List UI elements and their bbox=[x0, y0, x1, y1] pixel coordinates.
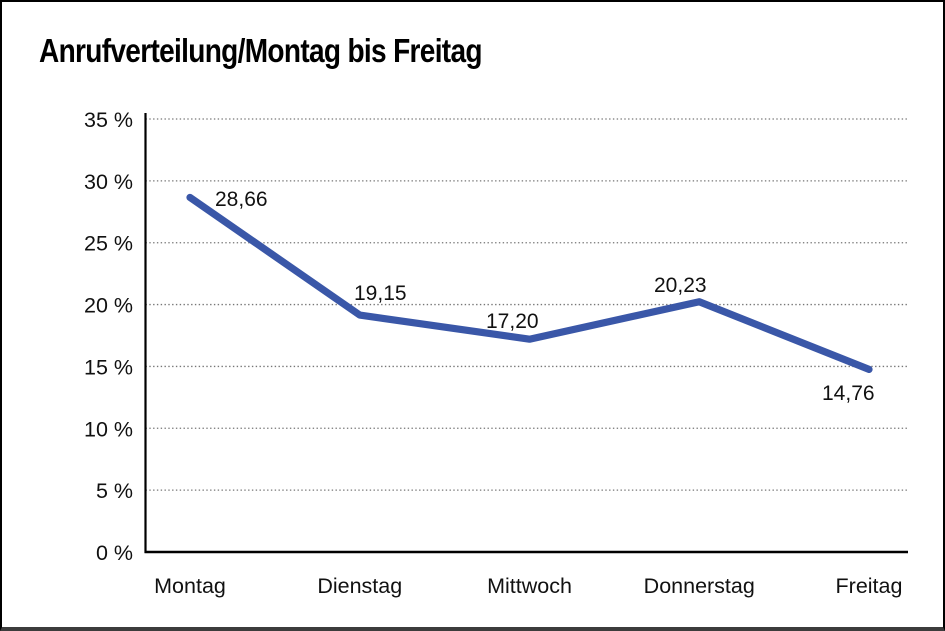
x-tick-label: Montag bbox=[154, 574, 226, 598]
y-tick-label: 30 % bbox=[84, 170, 133, 194]
x-tick-label: Freitag bbox=[836, 574, 903, 598]
data-label: 19,15 bbox=[354, 282, 407, 305]
x-tick-label: Donnerstag bbox=[644, 574, 755, 598]
y-tick-label: 25 % bbox=[84, 232, 133, 256]
series-line bbox=[186, 193, 873, 373]
chart-title: Anrufverteilung/Montag bis Freitag bbox=[39, 32, 483, 69]
data-label: 20,23 bbox=[654, 274, 707, 297]
data-label: 14,76 bbox=[822, 382, 875, 405]
data-label: 28,66 bbox=[215, 188, 268, 211]
y-tick-label: 35 % bbox=[84, 108, 133, 132]
y-tick-label: 20 % bbox=[84, 294, 133, 318]
x-tick-label: Mittwoch bbox=[487, 574, 572, 598]
x-tick-label: Dienstag bbox=[317, 574, 402, 598]
y-tick-label: 15 % bbox=[84, 355, 133, 379]
y-tick-label: 5 % bbox=[96, 479, 133, 503]
data-label: 17,20 bbox=[486, 310, 539, 333]
y-tick-label: 0 % bbox=[96, 541, 133, 565]
y-tick-label: 10 % bbox=[84, 417, 133, 441]
